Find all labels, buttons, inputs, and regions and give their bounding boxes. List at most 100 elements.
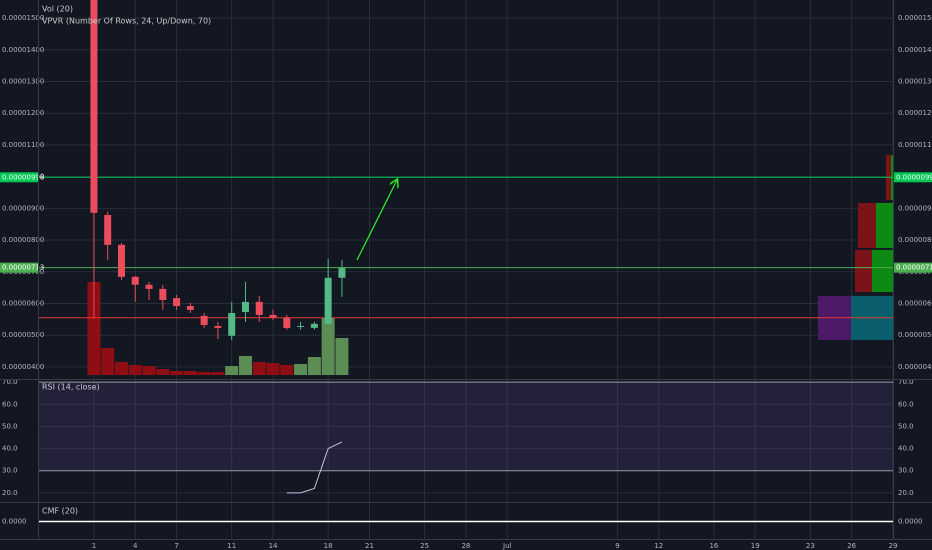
- y-tick-label: 0.00001300: [2, 77, 44, 85]
- y-tick-label: 0.00001500: [898, 14, 932, 22]
- volume-bar: [335, 338, 349, 375]
- x-tick-label: Jul: [502, 542, 512, 550]
- y-tick-label: 70.0: [2, 378, 18, 386]
- volume-bar: [266, 363, 280, 375]
- volume-bar: [170, 371, 184, 375]
- y-tick-label: 0.00000500: [898, 331, 932, 339]
- y-tick-label: 40.0: [2, 445, 18, 453]
- x-tick-label: 1: [92, 542, 96, 550]
- y-tick-label: 20.0: [2, 489, 18, 497]
- vpvr-down: [858, 202, 876, 248]
- volume-bar: [252, 362, 266, 375]
- volume-bar: [307, 357, 321, 375]
- candle-body: [241, 301, 249, 313]
- y-tick-label: 0.00000900: [2, 204, 44, 212]
- volume-bar: [238, 356, 252, 375]
- candle-body: [297, 325, 305, 327]
- y-tick-label: 60.0: [898, 400, 914, 408]
- y-tick-label: 70.0: [898, 378, 914, 386]
- y-tick-label: 0.00001100: [2, 141, 44, 149]
- y-tick-label: 0.00000400: [898, 363, 932, 371]
- rsi-band: [38, 382, 893, 471]
- price-label: 0.00000713: [896, 264, 932, 272]
- x-tick-label: 4: [133, 542, 138, 550]
- y-tick-label: 0.00001200: [898, 109, 932, 117]
- candle-body: [145, 284, 153, 289]
- candle-body: [200, 315, 208, 326]
- indicator-label: Vol (20): [42, 5, 73, 14]
- y-tick-label: 40.0: [898, 445, 914, 453]
- volume-bar: [156, 369, 170, 375]
- volume-bar: [211, 372, 225, 375]
- y-tick-label: 0.00000600: [2, 299, 44, 307]
- candle-body: [186, 306, 194, 310]
- candle-body: [173, 298, 181, 307]
- y-tick-label: 0.00000600: [898, 299, 932, 307]
- y-tick-label: 0.00000500: [2, 331, 44, 339]
- pane-title: CMF (20): [42, 507, 78, 516]
- y-tick-label: 30.0: [2, 467, 18, 475]
- volume-bar: [321, 318, 335, 375]
- price-label: 0.00000998: [2, 173, 44, 181]
- rsi-line: [286, 441, 343, 494]
- x-tick-label: 11: [227, 542, 236, 550]
- y-tick-label: 50.0: [898, 422, 914, 430]
- volume-bar: [87, 282, 101, 375]
- y-tick-label: 0.00001400: [898, 46, 932, 54]
- y-tick-label: 30.0: [898, 467, 914, 475]
- y-tick-label: 0.00001100: [898, 141, 932, 149]
- candle-body: [159, 288, 167, 300]
- grid: [38, 0, 894, 540]
- x-tick-label: 21: [365, 542, 374, 550]
- y-tick-label: 50.0: [2, 422, 18, 430]
- y-tick-label: 0.00001200: [2, 109, 44, 117]
- indicator-label: VPVR (Number Of Rows, 24, Up/Down, 70): [42, 17, 211, 26]
- candle-body: [255, 301, 263, 315]
- x-tick-label: 7: [174, 542, 178, 550]
- y-tick-label: 0.0000: [898, 518, 923, 526]
- y-tick-label: 0.00000800: [2, 236, 44, 244]
- y-tick-label: 0.00000800: [898, 236, 932, 244]
- volume-bar: [101, 348, 115, 375]
- volume-bar: [225, 366, 239, 375]
- y-tick-label: 0.00001400: [2, 46, 44, 54]
- candle-body: [310, 323, 318, 328]
- volume-bar: [128, 365, 142, 375]
- price-label-box: [894, 172, 932, 183]
- y-tick-label: 0.00000900: [898, 204, 932, 212]
- volume-bar: [142, 366, 156, 375]
- y-tick-label: 0.0000: [2, 518, 27, 526]
- volume-bar: [294, 364, 308, 375]
- volume-bar: [114, 362, 128, 375]
- x-tick-label: 28: [461, 542, 470, 550]
- x-tick-label: 14: [269, 542, 278, 550]
- x-tick-label: 26: [847, 542, 856, 550]
- vpvr-down: [855, 249, 872, 293]
- candle-body: [269, 314, 277, 318]
- candle-body: [324, 277, 332, 324]
- arrow-annotation: [356, 180, 397, 261]
- y-tick-label: 60.0: [2, 400, 18, 408]
- price-label: 0.00000713: [2, 264, 44, 272]
- price-label: 0.00000998: [896, 173, 932, 181]
- y-tick-label: 0.00000400: [2, 363, 44, 371]
- candle-body: [338, 267, 346, 278]
- x-tick-label: 23: [806, 542, 815, 550]
- candle-body: [104, 215, 112, 245]
- x-tick-label: 29: [889, 542, 898, 550]
- x-tick-label: 19: [751, 542, 760, 550]
- candle-body: [283, 317, 291, 328]
- price-label-box: [0, 172, 38, 183]
- y-tick-label: 20.0: [898, 489, 914, 497]
- volume-bar: [197, 372, 211, 375]
- x-tick-label: 18: [324, 542, 333, 550]
- candle-body: [131, 276, 139, 285]
- x-tick-label: 9: [615, 542, 619, 550]
- candle-body: [117, 244, 125, 277]
- vpvr-up: [876, 202, 893, 248]
- overlay: 0.00001500 0.00001500 0.00001400 0.00001400…: [0, 14, 932, 526]
- vpvr-up: [872, 249, 893, 293]
- y-tick-label: 0.00001300: [898, 77, 932, 85]
- volume-bar: [183, 371, 197, 375]
